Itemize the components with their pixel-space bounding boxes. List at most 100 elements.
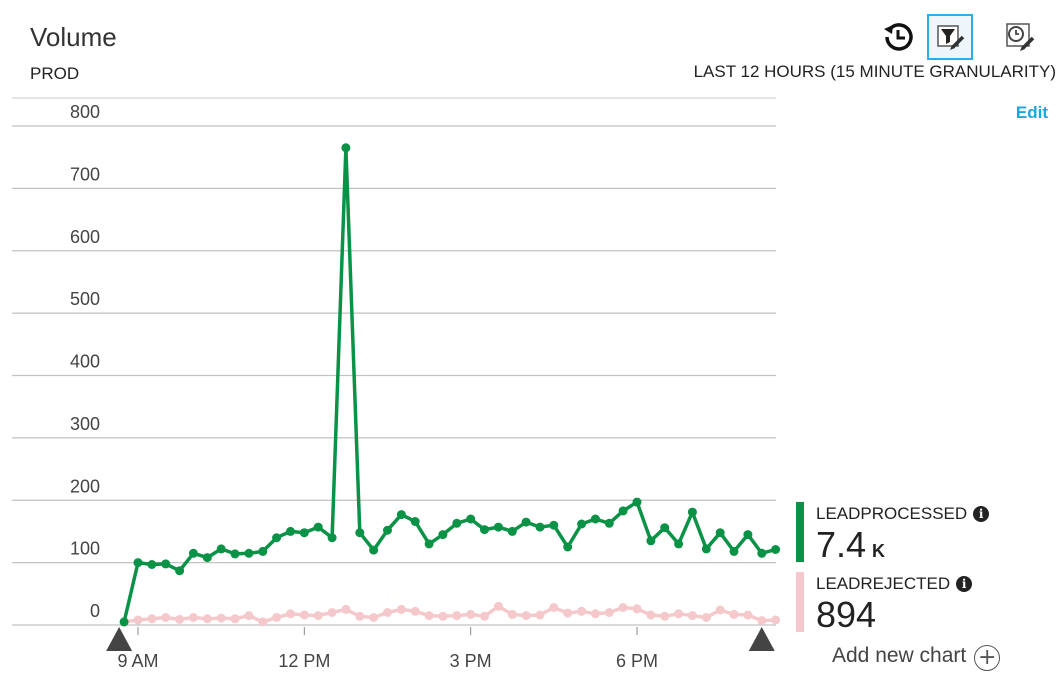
data-point: [202, 553, 212, 563]
data-point: [563, 608, 573, 618]
series-leadrejected: [119, 601, 781, 627]
data-point: [286, 526, 295, 536]
x-tick-label: 6 PM: [616, 651, 658, 671]
data-point: [729, 546, 739, 556]
data-point: [410, 517, 420, 526]
data-point: [161, 613, 171, 622]
data-point: [299, 528, 309, 538]
data-point: [188, 613, 198, 622]
data-point: [452, 611, 462, 621]
y-tick-label: 800: [70, 102, 100, 122]
edit-link[interactable]: Edit: [1015, 103, 1048, 122]
legend-total-unit: K: [872, 541, 886, 561]
data-point: [244, 611, 254, 621]
info-icon[interactable]: i: [956, 576, 973, 592]
data-point: [701, 544, 711, 554]
environment-label: PROD: [30, 64, 80, 83]
data-point: [286, 609, 295, 619]
data-point: [604, 608, 614, 617]
gridlines: [12, 97, 776, 626]
data-point: [618, 603, 628, 612]
data-point: [272, 533, 282, 543]
data-point: [507, 526, 517, 536]
data-point: [438, 530, 448, 540]
range-handles: [106, 627, 775, 651]
data-point: [452, 518, 462, 528]
data-point: [771, 545, 781, 554]
range-handle-start[interactable]: [106, 627, 133, 651]
data-point: [660, 523, 670, 533]
data-point: [244, 548, 254, 558]
volume-line-chart: 0 100 200 300 400 500 600 700 800 9 AM 12 PM 3 PM 6…: [12, 97, 781, 671]
data-point: [715, 605, 725, 615]
data-point: [216, 613, 226, 623]
data-point: [480, 611, 489, 621]
data-point: [563, 542, 573, 552]
data-point: [202, 614, 212, 624]
data-point: [646, 536, 656, 546]
data-point: [687, 611, 697, 621]
data-point: [715, 528, 725, 538]
data-point: [341, 604, 351, 614]
x-tick-label: 3 PM: [450, 651, 492, 671]
data-point: [549, 603, 559, 612]
range-handle-end[interactable]: [748, 627, 775, 651]
data-point: [230, 614, 240, 624]
y-tick-label: 300: [70, 414, 100, 434]
data-point: [175, 566, 185, 576]
data-point: [230, 549, 240, 559]
data-point: [493, 601, 503, 611]
data-point: [175, 614, 185, 624]
data-point: [632, 497, 642, 507]
y-axis-labels: 0 100 200 300 400 500 600 700 800: [70, 102, 100, 621]
history-button[interactable]: [876, 16, 918, 58]
filter-edit-button[interactable]: [927, 14, 973, 60]
y-tick-label: 0: [90, 601, 100, 621]
chart-toolbar: [876, 14, 1046, 60]
y-tick-label: 100: [70, 539, 100, 559]
data-point: [771, 615, 781, 625]
data-point: [341, 143, 351, 153]
data-point: [147, 614, 157, 624]
data-point: [188, 548, 198, 558]
legend-color-bar: [796, 502, 804, 562]
data-point: [466, 609, 476, 619]
data-point: [618, 506, 628, 516]
data-point: [299, 610, 309, 620]
history-icon: [884, 23, 913, 51]
data-point: [133, 558, 143, 568]
data-point: [521, 611, 531, 621]
data-point: [480, 525, 489, 535]
data-point: [258, 546, 268, 556]
series-lines: [119, 143, 781, 627]
data-point: [577, 519, 587, 529]
legend-color-bar: [796, 572, 804, 632]
data-point: [327, 608, 337, 617]
data-point: [313, 611, 323, 621]
data-point: [258, 617, 268, 627]
legend-series-name: LEADREJECTED: [816, 574, 951, 593]
data-point: [493, 522, 503, 532]
data-point: [674, 539, 684, 549]
data-point: [757, 616, 767, 626]
y-tick-label: 600: [70, 227, 100, 247]
data-point: [549, 520, 559, 530]
time-range-label: LAST 12 HOURS (15 MINUTE GRANULARITY): [693, 62, 1056, 81]
data-point: [147, 560, 157, 569]
data-point: [396, 510, 406, 520]
add-new-chart-button[interactable]: Add new chart +: [832, 644, 1001, 671]
y-tick-label: 700: [70, 164, 100, 184]
x-tick-label: 9 AM: [117, 651, 158, 671]
data-point: [521, 517, 531, 527]
data-point: [424, 539, 434, 549]
legend-total-value: 894: [816, 594, 877, 635]
legend-series-name: LEADPROCESSED: [816, 504, 968, 523]
data-point: [369, 613, 379, 622]
info-icon[interactable]: i: [973, 506, 990, 522]
data-point: [424, 611, 434, 621]
data-point: [119, 617, 129, 627]
x-tick-label: 12 PM: [278, 651, 330, 671]
data-point: [161, 559, 171, 569]
series-leadprocessed: [119, 143, 781, 627]
time-edit-button[interactable]: [998, 16, 1040, 58]
